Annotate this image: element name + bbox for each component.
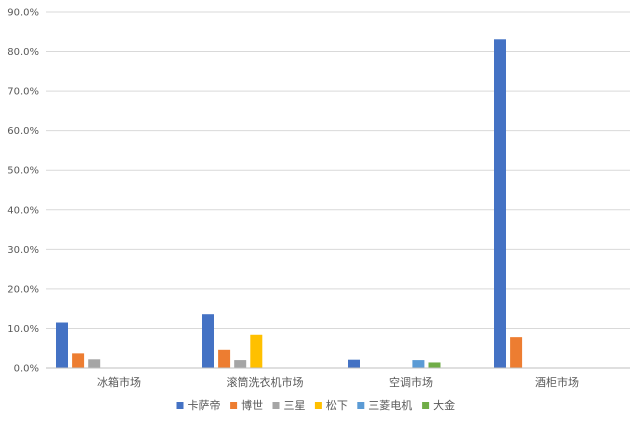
- legend-item: 卡萨帝: [176, 398, 221, 412]
- y-tick-label: 90.0%: [7, 8, 39, 19]
- legend-swatch: [422, 402, 430, 409]
- bar-3-1: [250, 334, 263, 368]
- bar-2-1: [234, 360, 247, 368]
- category-label: 空调市场: [389, 375, 433, 389]
- legend-swatch: [230, 402, 238, 409]
- legend-item: 三星: [272, 399, 306, 412]
- bar-0-0: [56, 322, 68, 368]
- y-tick-label: 80.0%: [7, 47, 39, 58]
- legend-swatch: [272, 402, 280, 409]
- legend-label: 三菱电机: [368, 398, 412, 412]
- bar-5-2: [428, 362, 441, 368]
- bar-1-3: [510, 337, 523, 368]
- y-tick-label: 20.0%: [7, 284, 39, 295]
- bar-2-0: [88, 359, 101, 368]
- y-tick-label: 50.0%: [7, 166, 39, 177]
- category-label: 滚筒洗衣机市场: [227, 375, 304, 389]
- legend-swatch: [314, 402, 322, 409]
- y-tick-label: 0.0%: [14, 364, 39, 375]
- legend-item: 大金: [422, 398, 455, 412]
- bar-4-2: [412, 360, 425, 368]
- y-tick-label: 40.0%: [7, 205, 39, 216]
- bar-0-3: [494, 39, 506, 368]
- legend-swatch: [176, 402, 184, 409]
- category-label: 酒柜市场: [535, 375, 579, 389]
- legend-item: 松下: [314, 398, 348, 412]
- category-label: 冰箱市场: [97, 375, 141, 389]
- bar-0-2: [348, 359, 360, 368]
- bar-1-0: [72, 353, 85, 368]
- legend-item: 三菱电机: [357, 398, 412, 412]
- x-axis: 冰箱市场 滚筒洗衣机市场 空调市场 酒柜市场: [46, 367, 630, 389]
- y-tick-label: 60.0%: [7, 126, 39, 137]
- y-axis-ticks: 0.0% 10.0% 20.0% 30.0% 40.0% 50.0% 60.0% 70.0% 8…: [7, 8, 39, 375]
- legend-label: 博世: [241, 399, 263, 412]
- legend-label: 三星: [284, 399, 306, 412]
- gridlines: [46, 11, 630, 329]
- bar-0-1: [202, 314, 214, 368]
- legend-label: 卡萨帝: [188, 398, 221, 412]
- bars: [56, 39, 523, 368]
- y-tick-label: 30.0%: [7, 245, 39, 256]
- legend-swatch: [357, 402, 365, 409]
- legend: 卡萨帝 博世 三星 松下 三菱电机 大金: [176, 398, 455, 412]
- legend-label: 松下: [326, 398, 348, 412]
- y-tick-label: 10.0%: [7, 324, 39, 335]
- legend-item: 博世: [230, 399, 263, 412]
- bar-1-1: [218, 349, 231, 368]
- y-tick-label: 70.0%: [7, 87, 39, 98]
- legend-label: 大金: [433, 398, 455, 412]
